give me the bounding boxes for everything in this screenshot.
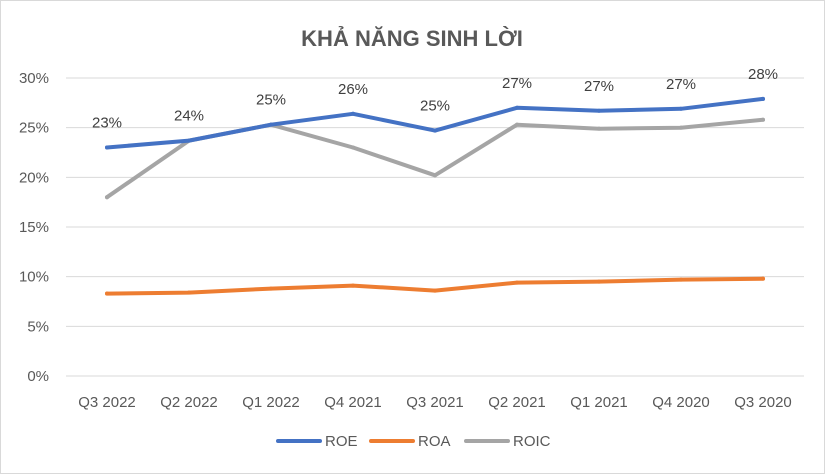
data-point-roe	[187, 138, 191, 143]
legend-item-roic: ROIC	[464, 433, 551, 450]
chart-title: KHẢ NĂNG SINH LỜI	[301, 26, 523, 51]
data-point-roa	[433, 288, 437, 293]
data-point-roe	[433, 128, 437, 133]
legend-label: ROA	[418, 433, 451, 450]
data-label-roe: 28%	[748, 66, 778, 83]
legend-label: ROE	[325, 433, 358, 450]
x-axis: Q3 2022 Q2 2022 Q1 2022 Q4 2021 Q3 2021 Q2 20…	[78, 394, 792, 411]
data-labels: 23% 24% 25% 26% 25% 27% 27% 27% 28%	[92, 66, 778, 132]
data-point-roic	[761, 117, 765, 122]
data-point-roe	[515, 105, 519, 110]
data-point-roe	[269, 122, 273, 127]
data-point-roa	[515, 280, 519, 285]
data-point-roa	[761, 276, 765, 281]
data-point-roe	[679, 106, 683, 111]
legend-item-roe: ROE	[276, 433, 358, 450]
data-label-roe: 25%	[256, 92, 286, 109]
x-tick-label: Q3 2022	[78, 394, 136, 411]
x-tick-label: Q4 2021	[324, 394, 382, 411]
y-axis: 0% 5% 10% 15% 20% 25% 30%	[19, 70, 49, 385]
data-label-roe: 26%	[338, 81, 368, 98]
y-tick-label: 30%	[19, 70, 49, 87]
legend-label: ROIC	[513, 433, 551, 450]
y-tick-label: 5%	[27, 318, 49, 335]
y-tick-label: 20%	[19, 169, 49, 186]
data-label-roe: 25%	[420, 98, 450, 115]
data-point-roa	[187, 290, 191, 295]
data-point-roa	[269, 286, 273, 291]
data-point-roic	[105, 195, 109, 200]
legend-item-roa: ROA	[369, 433, 451, 450]
x-tick-label: Q1 2022	[242, 394, 300, 411]
data-point-roe	[761, 96, 765, 101]
x-tick-label: Q2 2021	[488, 394, 546, 411]
plot-area	[105, 96, 765, 296]
data-label-roe: 23%	[92, 115, 122, 132]
data-point-roic	[597, 126, 601, 131]
y-tick-label: 15%	[19, 219, 49, 236]
data-point-roe	[105, 145, 109, 150]
data-point-roa	[105, 291, 109, 296]
x-tick-label: Q2 2022	[160, 394, 218, 411]
data-point-roa	[351, 283, 355, 288]
data-point-roic	[433, 173, 437, 178]
data-point-roic	[515, 122, 519, 127]
x-tick-label: Q3 2021	[406, 394, 464, 411]
data-point-roic	[351, 145, 355, 150]
x-tick-label: Q4 2020	[652, 394, 710, 411]
data-point-roe	[351, 111, 355, 116]
y-tick-label: 25%	[19, 120, 49, 137]
data-point-roa	[679, 277, 683, 282]
data-label-roe: 27%	[584, 78, 614, 95]
data-label-roe: 24%	[174, 108, 204, 125]
x-tick-label: Q1 2021	[570, 394, 628, 411]
data-label-roe: 27%	[666, 76, 696, 93]
data-label-roe: 27%	[502, 75, 532, 92]
x-tick-label: Q3 2020	[734, 394, 792, 411]
y-tick-label: 0%	[27, 368, 49, 385]
data-point-roa	[597, 279, 601, 284]
y-tick-label: 10%	[19, 269, 49, 286]
data-point-roic	[679, 125, 683, 130]
legend: ROE ROA ROIC	[276, 433, 551, 450]
data-point-roe	[597, 108, 601, 113]
